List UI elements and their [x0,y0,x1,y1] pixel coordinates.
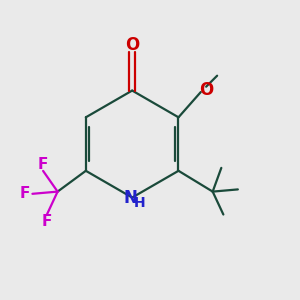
Text: N: N [124,189,138,207]
Text: F: F [38,157,48,172]
Text: F: F [42,214,52,229]
Text: H: H [134,196,146,210]
Text: F: F [20,186,30,201]
Text: O: O [199,81,213,99]
Text: O: O [125,36,139,54]
